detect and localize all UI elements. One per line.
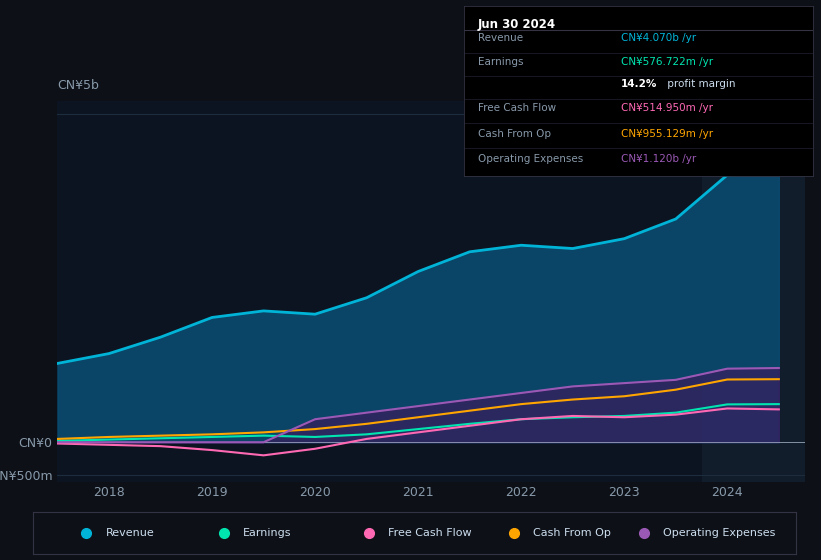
Text: Earnings: Earnings [478, 57, 523, 67]
Text: Revenue: Revenue [105, 529, 154, 538]
Text: Jun 30 2024: Jun 30 2024 [478, 17, 556, 31]
Text: CN¥1.120b /yr: CN¥1.120b /yr [621, 154, 696, 164]
Text: CN¥5b: CN¥5b [57, 80, 99, 92]
Text: Operating Expenses: Operating Expenses [663, 529, 775, 538]
Text: profit margin: profit margin [664, 79, 736, 89]
Text: CN¥514.950m /yr: CN¥514.950m /yr [621, 103, 713, 113]
Text: Earnings: Earnings [243, 529, 291, 538]
Text: CN¥4.070b /yr: CN¥4.070b /yr [621, 33, 696, 43]
Text: CN¥576.722m /yr: CN¥576.722m /yr [621, 57, 713, 67]
Text: 14.2%: 14.2% [621, 79, 658, 89]
Text: Free Cash Flow: Free Cash Flow [478, 103, 556, 113]
Text: Operating Expenses: Operating Expenses [478, 154, 583, 164]
Text: Cash From Op: Cash From Op [478, 129, 551, 138]
Text: Free Cash Flow: Free Cash Flow [388, 529, 471, 538]
Bar [701, 101, 805, 482]
Text: CN¥955.129m /yr: CN¥955.129m /yr [621, 129, 713, 138]
Text: Cash From Op: Cash From Op [533, 529, 611, 538]
Text: Revenue: Revenue [478, 33, 523, 43]
